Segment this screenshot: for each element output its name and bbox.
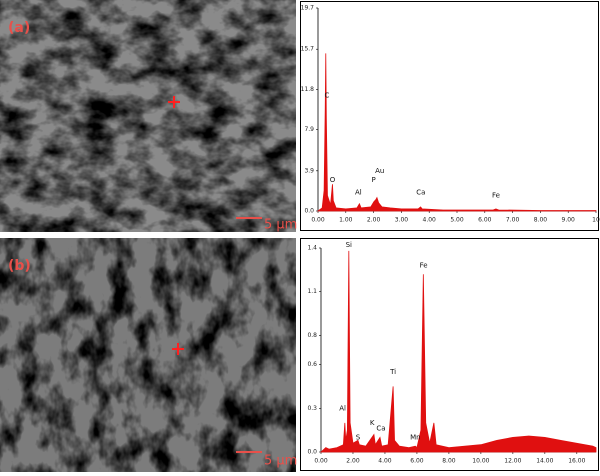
x-tick-label: 0.00 <box>314 458 328 465</box>
peak-label: Fe <box>492 192 500 200</box>
peak-label: S <box>356 433 361 441</box>
y-tick-label: 3.9 <box>304 167 314 174</box>
x-tick-label: 6.00 <box>478 217 492 224</box>
peak-label: P <box>371 176 375 184</box>
x-tick-label: 16.00 <box>568 458 585 465</box>
x-tick-label: 12.00 <box>504 458 521 465</box>
y-tick-label: 19.7 <box>301 5 315 12</box>
y-tick-label: 0.8 <box>307 332 317 339</box>
image-label: (a) <box>8 20 30 36</box>
spectrum-frame <box>300 1 599 231</box>
peak-label: Si <box>346 241 352 249</box>
peak-label: Ca <box>416 188 425 196</box>
x-tick-label: 8.00 <box>534 217 548 224</box>
x-tick-label: 5.00 <box>450 217 464 224</box>
scale-bar-label: 5 μm <box>264 454 297 469</box>
peak-label: O <box>330 176 336 184</box>
peak-label: Mn <box>410 433 420 441</box>
peak-label: K <box>370 419 375 427</box>
spectrum <box>316 53 597 212</box>
x-tick-label: 10.00 <box>472 458 489 465</box>
peak-label: C <box>324 92 329 100</box>
scale-bar-label: 5 μm <box>264 218 297 233</box>
x-tick-label: 4.00 <box>378 458 392 465</box>
x-tick-label: 2.00 <box>367 217 381 224</box>
x-tick-label: 3.00 <box>395 217 409 224</box>
sem-image-b <box>0 238 296 472</box>
x-tick-label: 10 <box>592 217 600 224</box>
y-tick-label: 1.4 <box>307 245 317 252</box>
x-tick-label: 9.00 <box>562 217 576 224</box>
spectrum <box>319 250 597 453</box>
y-tick-label: 0.0 <box>304 208 314 215</box>
y-tick-label: 0.0 <box>307 449 317 456</box>
sem-image-a <box>0 0 296 232</box>
y-tick-label: 0.3 <box>307 405 317 412</box>
x-tick-label: 8.00 <box>442 458 456 465</box>
x-tick-label: 7.00 <box>506 217 520 224</box>
x-tick-label: 0.00 <box>311 217 325 224</box>
peak-label: Au <box>375 167 384 175</box>
y-tick-label: 11.8 <box>301 86 315 93</box>
peak-label: Fe <box>420 261 428 269</box>
peak-label: Al <box>339 404 346 412</box>
peak-label: Ca <box>376 425 385 433</box>
peak-label: Ti <box>389 368 396 376</box>
x-tick-label: 2.00 <box>346 458 360 465</box>
x-tick-label: 14.00 <box>536 458 553 465</box>
y-tick-label: 15.7 <box>301 46 315 53</box>
y-tick-label: 7.9 <box>304 126 314 133</box>
x-tick-label: 4.00 <box>423 217 437 224</box>
x-tick-label: 6.00 <box>410 458 424 465</box>
x-tick-label: 1.00 <box>339 217 353 224</box>
image-label: (b) <box>8 258 31 274</box>
y-tick-label: 0.6 <box>307 361 317 368</box>
peak-label: Al <box>355 188 362 196</box>
y-tick-label: 1.1 <box>307 288 317 295</box>
